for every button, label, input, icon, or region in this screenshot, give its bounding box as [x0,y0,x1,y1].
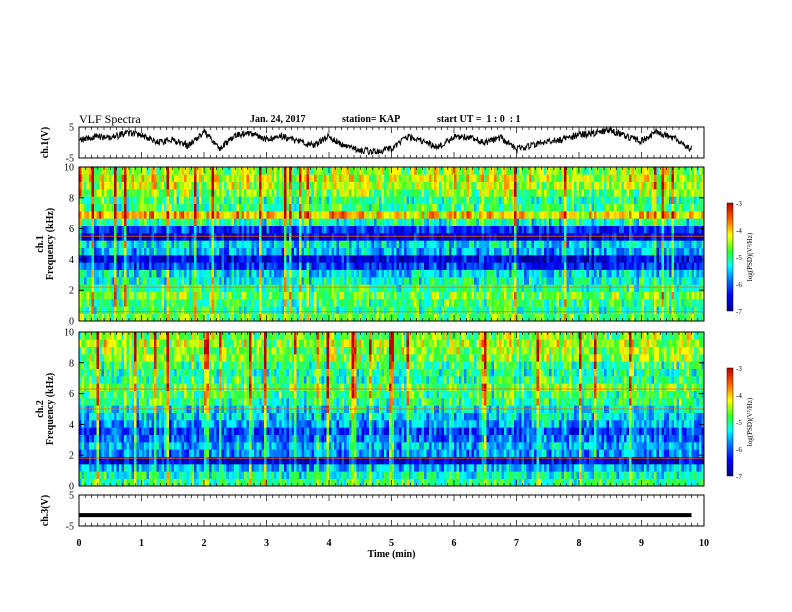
x-tick-label: 3 [264,538,269,549]
x-tick-label: 4 [327,538,332,549]
start-time-label: start UT = 1 : 0 : 1 [437,114,521,125]
y-tick-label: -5 [66,522,74,533]
colorbar [726,367,734,477]
y-axis-label: ch.3(V) [40,495,51,526]
y-axis-label: Frequency (kHz) [45,373,56,445]
colorbar-tick-label: -6 [736,446,742,454]
colorbar-tick-label: -3 [736,200,742,208]
x-tick-label: 10 [699,538,709,549]
x-tick-label: 7 [514,538,519,549]
x-tick-label: 5 [389,538,394,549]
spectrogram-ch2_spectrogram [79,332,705,487]
colorbar [726,202,734,312]
y-tick-label: 5 [69,491,74,502]
x-tick-label: 9 [639,538,644,549]
colorbar-label: log(PSD)(V²/Hz) [746,232,754,281]
colorbar-label: log(PSD)(V²/Hz) [746,397,754,446]
colorbar-tick-label: -4 [736,392,742,400]
y-tick-label: 6 [69,224,74,235]
x-tick-label: 0 [77,538,82,549]
y-tick-label: 2 [69,451,74,462]
x-tick-label: 2 [202,538,207,549]
y-tick-label: 10 [64,328,74,339]
y-axis-label: Frequency (kHz) [45,208,56,280]
y-tick-label: 6 [69,389,74,400]
y-axis-label: ch.1 [35,235,46,253]
y-tick-label: 0 [69,482,74,493]
y-axis-label: ch.1(V) [40,127,51,158]
x-tick-label: 1 [139,538,144,549]
y-tick-label: 8 [69,358,74,369]
y-axis-label: ch.2 [35,400,46,418]
y-tick-label: 2 [69,286,74,297]
trace-ch1_voltage [78,126,692,155]
y-tick-label: 4 [69,420,74,431]
colorbar-tick-label: -4 [736,227,742,235]
colorbar-tick-label: -5 [736,254,742,262]
x-axis-label: Time (min) [368,549,416,560]
colorbar-tick-label: -3 [736,365,742,373]
figure-title: VLF Spectra [79,112,141,126]
colorbar-tick-label: -7 [736,308,742,316]
date-label: Jan. 24, 2017 [250,114,306,125]
y-tick-label: 0 [69,317,74,328]
colorbar-tick-label: -5 [736,419,742,427]
x-tick-label: 8 [577,538,582,549]
colorbar-tick-label: -6 [736,281,742,289]
y-tick-label: -5 [66,154,74,165]
y-tick-label: 10 [64,163,74,174]
y-tick-label: 8 [69,193,74,204]
x-tick-label: 6 [452,538,457,549]
y-tick-label: 5 [69,123,74,134]
colorbar-tick-label: -7 [736,473,742,481]
y-tick-label: 4 [69,255,74,266]
station-label: station= KAP [342,114,401,125]
spectrogram-ch1_spectrogram [79,167,705,322]
